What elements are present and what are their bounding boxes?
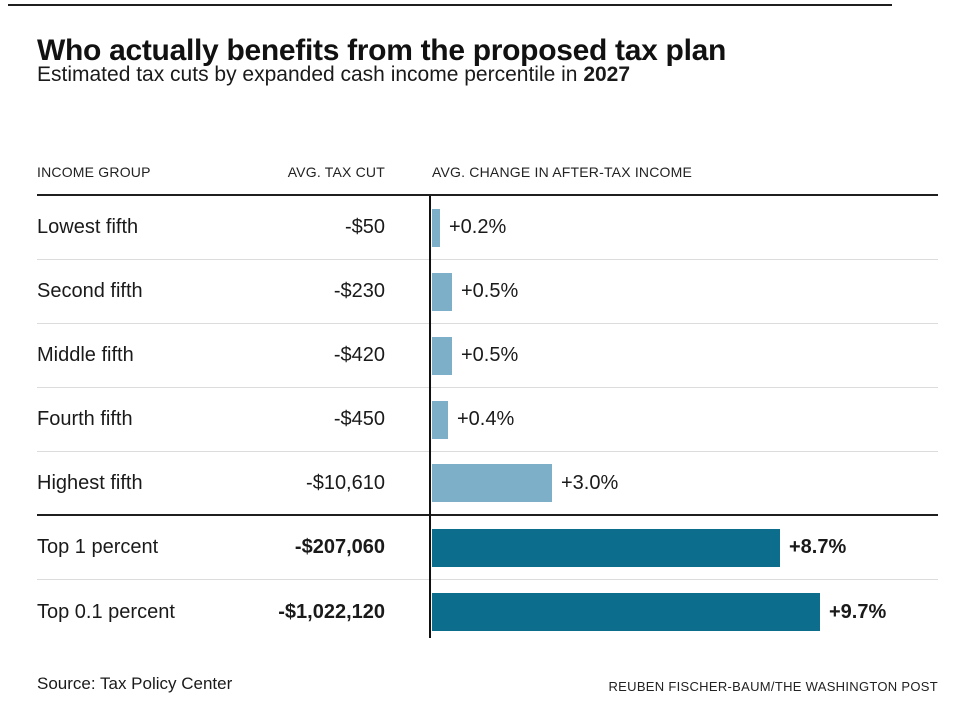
avg-tax-cut-value: -$450 <box>333 408 385 430</box>
avg-tax-cut-value: -$207,060 <box>294 536 385 558</box>
table-row: Top 0.1 percent -$1,022,120 +9.7% <box>37 580 938 644</box>
avg-tax-cut-value: -$230 <box>333 280 385 302</box>
income-group-label: Middle fifth <box>37 344 134 366</box>
income-group-label: Lowest fifth <box>37 216 139 238</box>
bar-cell: +8.7% <box>432 528 938 567</box>
pct-change-label: +3.0% <box>561 471 619 494</box>
subtitle-year: 2027 <box>583 63 631 86</box>
income-change-bar <box>432 464 552 502</box>
bar-cell: +9.7% <box>432 593 938 631</box>
source-note: Source: Tax Policy Center <box>37 674 233 693</box>
bar-cell: +0.5% <box>432 272 938 311</box>
table-row: Highest fifth -$10,610 +3.0% <box>37 452 938 516</box>
subtitle-text: Estimated tax cuts by expanded cash inco… <box>37 63 584 86</box>
income-change-bar <box>432 400 448 439</box>
income-change-bar <box>432 208 440 247</box>
income-group-label: Highest fifth <box>37 471 143 494</box>
avg-tax-cut-value: -$10,610 <box>306 471 385 494</box>
chart-subtitle: Estimated tax cuts by expanded cash inco… <box>37 63 630 87</box>
pct-change-label: +9.7% <box>829 600 887 623</box>
table-row: Second fifth -$230 +0.5% <box>37 260 938 324</box>
bar-cell: +0.4% <box>432 400 938 439</box>
column-header-avg-change: AVG. CHANGE IN AFTER-TAX INCOME <box>432 164 693 180</box>
byline-credit: REUBEN FISCHER-BAUM/THE WASHINGTON POST <box>608 679 938 694</box>
baseline-axis <box>429 196 431 638</box>
table-row: Fourth fifth -$450 +0.4% <box>37 388 938 452</box>
income-change-bar <box>432 593 820 631</box>
pct-change-label: +0.5% <box>461 280 519 302</box>
income-group-label: Top 1 percent <box>37 536 159 558</box>
pct-change-label: +0.2% <box>449 216 507 238</box>
income-change-bar <box>432 528 780 567</box>
bar-cell: +3.0% <box>432 464 938 502</box>
income-group-label: Fourth fifth <box>37 408 133 430</box>
chart-title: Who actually benefits from the proposed … <box>37 34 727 68</box>
income-change-bar <box>432 272 452 311</box>
table-row: Middle fifth -$420 +0.5% <box>37 324 938 388</box>
pct-change-label: +0.5% <box>461 344 519 366</box>
income-change-bar <box>432 336 452 375</box>
avg-tax-cut-value: -$420 <box>333 344 385 366</box>
pct-change-label: +8.7% <box>789 536 847 558</box>
table-row: Lowest fifth -$50 +0.2% <box>37 196 938 260</box>
table-body: Lowest fifth -$50 +0.2% Second fifth -$2… <box>37 196 938 644</box>
pct-change-label: +0.4% <box>457 408 515 430</box>
avg-tax-cut-value: -$1,022,120 <box>278 600 385 623</box>
avg-tax-cut-value: -$50 <box>344 216 385 238</box>
column-header-avg-tax-cut: AVG. TAX CUT <box>287 164 385 180</box>
bar-cell: +0.5% <box>432 336 938 375</box>
table-row: Top 1 percent -$207,060 +8.7% <box>37 516 938 580</box>
income-group-label: Top 0.1 percent <box>37 600 175 623</box>
column-header-income-group: INCOME GROUP <box>37 164 151 180</box>
column-header-row: INCOME GROUP AVG. TAX CUT AVG. CHANGE IN… <box>37 150 938 196</box>
income-group-label: Second fifth <box>37 280 143 302</box>
bar-cell: +0.2% <box>432 208 938 247</box>
top-rule <box>8 4 892 6</box>
